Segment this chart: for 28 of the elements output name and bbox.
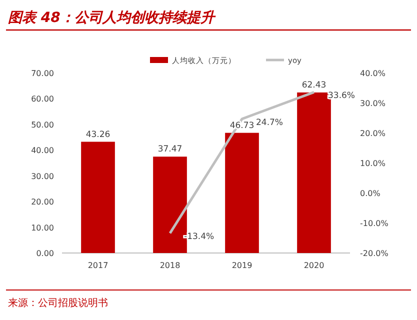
y2-tick-label: 30.0% bbox=[360, 99, 386, 108]
y2-tick-label: 0.0% bbox=[360, 189, 381, 198]
y-tick-label: 10.00 bbox=[31, 223, 54, 232]
y2-tick-label: 20.0% bbox=[360, 129, 386, 138]
data-label: 62.43 bbox=[302, 80, 326, 90]
data-label: 43.26 bbox=[86, 130, 110, 140]
source-note: 来源：公司招股说明书 bbox=[8, 297, 108, 309]
y-tick-label: 60.00 bbox=[31, 94, 54, 104]
y2-tick-label: 10.0% bbox=[360, 159, 386, 168]
y-tick-label: 0.00 bbox=[36, 249, 54, 258]
x-tick-label: 2018 bbox=[160, 261, 180, 270]
chart-title: 图表 48：公司人均创收持续提升 bbox=[8, 9, 216, 26]
x-tick-label: 2020 bbox=[304, 261, 324, 270]
bar bbox=[225, 132, 259, 253]
bar bbox=[81, 142, 115, 253]
y-tick-label: 20.00 bbox=[31, 198, 54, 207]
y-tick-label: 50.00 bbox=[31, 120, 54, 130]
data-label: 37.47 bbox=[158, 144, 182, 155]
data-label: 46.73 bbox=[230, 120, 254, 131]
x-tick-label: 2019 bbox=[232, 261, 252, 270]
y2-tick-label: 40.0% bbox=[360, 69, 386, 78]
x-tick-label: 2017 bbox=[88, 261, 108, 270]
y2-tick-label: -20.0% bbox=[360, 249, 389, 258]
y-tick-label: 70.00 bbox=[31, 69, 54, 78]
data-label: 24.7% bbox=[256, 118, 284, 128]
y-tick-label: 40.00 bbox=[31, 146, 54, 156]
y-tick-label: 30.00 bbox=[31, 172, 54, 181]
y2-tick-label: -10.0% bbox=[360, 219, 389, 228]
